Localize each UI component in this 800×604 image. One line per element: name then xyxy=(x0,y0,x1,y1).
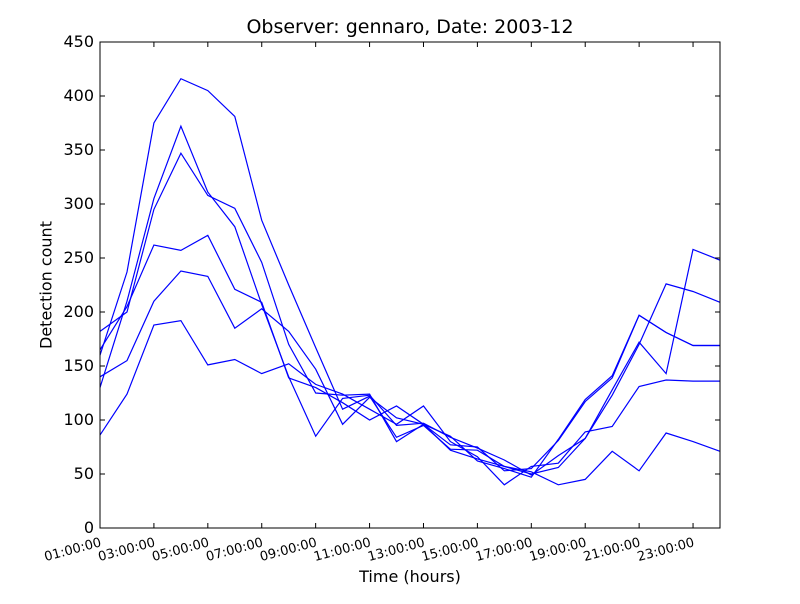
x-tick-label: 03:00:00 xyxy=(97,535,157,565)
chart-title: Observer: gennaro, Date: 2003-12 xyxy=(246,16,574,38)
y-tick-label: 150 xyxy=(63,356,94,375)
series-layer xyxy=(99,77,721,486)
x-tick-label: 17:00:00 xyxy=(474,535,534,565)
y-tick-label: 400 xyxy=(63,86,94,105)
series-line-1 xyxy=(99,77,721,486)
y-tick-label: 50 xyxy=(74,464,94,483)
x-tick-label: 09:00:00 xyxy=(258,535,318,565)
y-tick-label: 250 xyxy=(63,248,94,267)
series-line-5 xyxy=(99,270,720,472)
series-line-6 xyxy=(99,234,720,478)
y-tick-label: 450 xyxy=(63,32,94,51)
y-tick-label: 100 xyxy=(63,410,94,429)
y-tick-label: 350 xyxy=(63,140,94,159)
x-tick-label: 13:00:00 xyxy=(366,535,426,565)
x-tick-label: 11:00:00 xyxy=(312,535,372,565)
y-axis-label: Detection count xyxy=(36,221,56,349)
x-tick-label: 05:00:00 xyxy=(151,535,211,565)
plot-frame xyxy=(99,41,721,529)
x-tick-label: 19:00:00 xyxy=(528,535,588,565)
x-tick-label: 07:00:00 xyxy=(204,535,264,565)
x-tick-label: 23:00:00 xyxy=(636,535,696,565)
y-tick-label: 0 xyxy=(84,518,94,537)
plot-background xyxy=(100,42,720,528)
x-tick-label: 21:00:00 xyxy=(582,535,642,565)
series-line-2 xyxy=(99,124,721,476)
series-line-3 xyxy=(99,151,721,475)
x-tick-label: 15:00:00 xyxy=(420,535,480,565)
y-tick-label: 300 xyxy=(63,194,94,213)
x-axis-label: Time (hours) xyxy=(359,567,461,586)
x-tick-label: 01:00:00 xyxy=(43,535,103,565)
y-tick-label: 200 xyxy=(63,302,94,321)
